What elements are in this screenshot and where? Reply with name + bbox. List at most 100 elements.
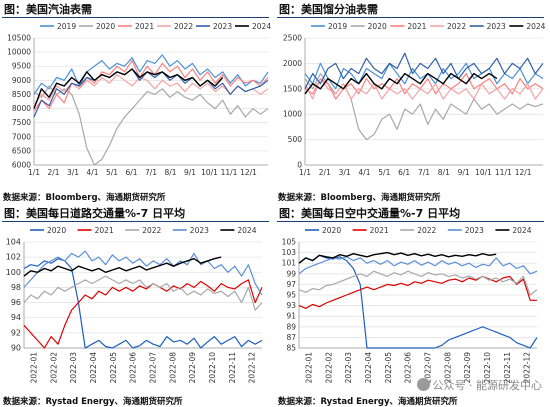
panel-gasoline-demand: 图：美国汽油表需 6000 6500 7000 7500 8000 8500 9000 950… [0, 0, 275, 203]
series-line-2022 [23, 275, 263, 311]
x-tick-label: 2022-01 [305, 352, 314, 384]
y-tick-label: 7500 [12, 118, 31, 127]
y-tick-label: 6500 [12, 146, 31, 155]
y-tick-label: 97 [286, 280, 296, 289]
panel-road-traffic: 图：美国每日道路交通量%-7 日平均 90 92 94 96 98 100 102 104 20… [0, 204, 275, 407]
legend-entry: 2022 [142, 226, 161, 235]
legend-entry: 2024 [526, 22, 545, 31]
x-tick-label: 2022-10 [208, 352, 217, 384]
series-line-2021 [23, 279, 263, 349]
legend-entry: 2020 [47, 226, 66, 235]
y-tick-label: 103 [282, 248, 297, 257]
y-tick-label: 105 [282, 238, 297, 247]
x-tick-label: 2022-03 [69, 352, 78, 384]
y-tick-label: 0 [297, 161, 302, 170]
x-tick-label: 5/1 [378, 168, 390, 177]
x-tick-label: 2022-08 [443, 352, 452, 384]
panel-title: 图：美国每日空中交通量%-7 日平均 [279, 207, 461, 220]
y-tick-label: 9500 [12, 62, 31, 71]
series-line-2023 [33, 68, 269, 118]
series-line-2023 [304, 52, 544, 90]
legend-entry: 2024 [512, 226, 531, 235]
x-tick-label: 1/1 [28, 168, 40, 177]
x-tick-label: 4/1 [358, 168, 370, 177]
panel-title-bar: 图：美国每日空中交通量%-7 日平均 [277, 204, 544, 222]
panel-distillate-demand: 图：美国馏分油表需 0 500 1000 1500 2000 2500 1/1 2/1 3/1 4… [275, 0, 550, 203]
watermark: 公众号 · 能源研发中心 [416, 377, 543, 393]
y-tick-label: 91 [286, 312, 296, 321]
source-note: 数据来源：Bloomberg、海通期货研究所 [3, 193, 166, 203]
x-tick-label: 8/1 [438, 168, 450, 177]
panel-air-traffic: 图：美国每日空中交通量%-7 日平均 85 87 89 91 93 95 97 99 101 10… [275, 204, 550, 407]
legend-entry: 2021 [95, 226, 114, 235]
x-tick-label: 2022-11 [228, 352, 237, 384]
y-tick-label: 7000 [12, 132, 31, 141]
x-tick-label: 1/1 [299, 168, 311, 177]
y-tick-label: 8000 [12, 104, 31, 113]
y-tick-label: 104 [6, 238, 21, 247]
legend-entry: 2023 [465, 226, 484, 235]
legend-entry: 2024 [252, 22, 271, 31]
x-tick-label: 7/1 [145, 168, 157, 177]
x-tick-label: 2022-05 [109, 352, 118, 384]
x-tick-label: 2022-09 [188, 352, 197, 384]
x-tick-label: 2022-01 [30, 352, 39, 384]
x-tick-label: 2022-04 [364, 352, 373, 384]
series-line-2024 [23, 256, 222, 277]
x-tick-label: 5/1 [106, 168, 118, 177]
legend-entry: 2020 [322, 226, 341, 235]
x-tick-label: 2022-02 [49, 352, 58, 384]
x-tick-label: 11/1 [221, 168, 238, 177]
panel-title-bar: 图：美国汽油表需 [2, 0, 269, 18]
y-tick-label: 89 [286, 322, 296, 331]
x-tick-label: 12/1 [515, 168, 532, 177]
y-tick-label: 102 [6, 253, 21, 262]
legend-entry: 2023 [190, 226, 209, 235]
x-tick-label: 3/1 [67, 168, 79, 177]
x-tick-label: 2022-02 [324, 352, 333, 384]
x-tick-label: 2022-06 [129, 352, 138, 384]
series-line-2023 [23, 250, 263, 296]
y-tick-label: 96 [11, 298, 21, 307]
x-tick-label: 2022-12 [248, 352, 257, 384]
panel-title-bar: 图：美国馏分油表需 [277, 0, 544, 18]
x-tick-label: 6/1 [398, 168, 410, 177]
series-line-2019 [304, 62, 544, 90]
y-tick-label: 9000 [12, 76, 31, 85]
x-tick-label: 2022-08 [168, 352, 177, 384]
x-tick-label: 10/1 [201, 168, 218, 177]
series-line-2023 [298, 256, 538, 275]
y-tick-label: 6000 [12, 161, 31, 170]
y-tick-label: 101 [282, 259, 297, 268]
x-tick-label: 3/1 [339, 168, 351, 177]
x-tick-label: 10/1 [475, 168, 492, 177]
legend-entry: 2021 [370, 226, 389, 235]
x-tick-label: 11/1 [495, 168, 512, 177]
x-tick-label: 7/1 [418, 168, 430, 177]
x-tick-label: 4/1 [86, 168, 98, 177]
legend-entry: 2020 [96, 22, 115, 31]
watermark-text: 公众号 · 能源研发中心 [432, 379, 543, 392]
panel-title: 图：美国馏分油表需 [279, 3, 378, 16]
series-line-2019 [33, 54, 269, 95]
y-tick-label: 94 [11, 313, 21, 322]
x-tick-label: 6/1 [125, 168, 137, 177]
y-tick-label: 99 [286, 269, 296, 278]
source-note: 数据来源：Rystad Energy、海通期货研究所 [3, 397, 183, 407]
y-tick-label: 10500 [7, 34, 31, 43]
y-tick-label: 93 [286, 301, 296, 310]
series-line-2020 [33, 85, 269, 166]
source-note: 数据来源：Bloomberg、海通期货研究所 [278, 193, 441, 203]
legend-entry: 2019 [57, 22, 76, 31]
y-tick-label: 92 [11, 328, 21, 337]
series-line-2021 [298, 275, 537, 309]
x-tick-label: 2/1 [319, 168, 331, 177]
source-note: 数据来源：Rystad Energy、海通期货研究所 [278, 397, 458, 407]
legend-entry: 2020 [368, 22, 387, 31]
y-tick-label: 90 [11, 344, 21, 353]
x-tick-label: 2022-11 [503, 352, 512, 384]
x-tick-label: 2022-09 [463, 352, 472, 384]
x-tick-label: 9/1 [184, 168, 196, 177]
y-tick-label: 10000 [7, 48, 31, 57]
